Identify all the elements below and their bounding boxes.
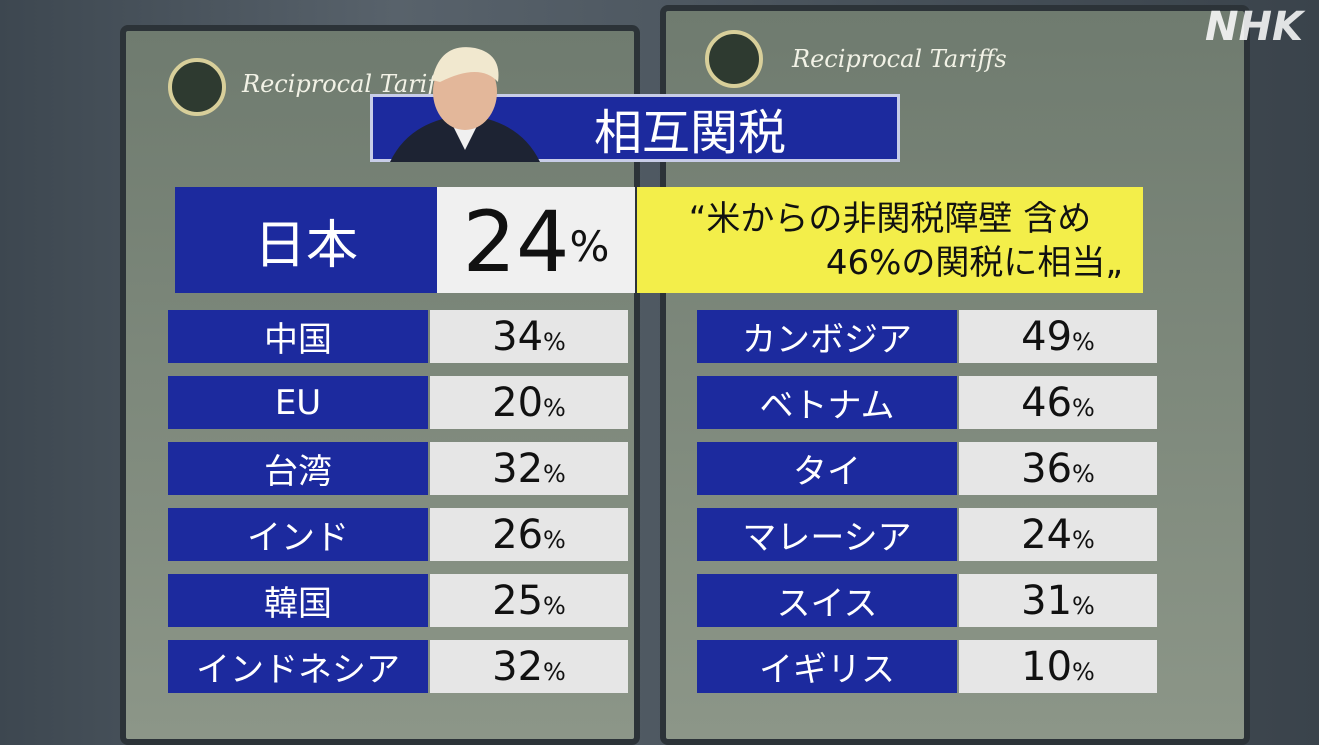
rate-value: 24 [1021,512,1073,558]
country-label: 台湾 [168,442,428,495]
rate-cell: 32% [430,640,628,693]
quote-box: “米からの非関税障壁 含め 46%の関税に相当„ [637,187,1143,293]
title: 相互関税 [593,105,786,161]
rate-value: 36 [1021,446,1073,492]
country-label: インドネシア [168,640,428,693]
board-title: Reciprocal Tariffs [792,45,1007,73]
rate-cell: 31% [959,574,1157,627]
rate-value: 31 [1021,578,1073,624]
rate-value: 10 [1021,644,1073,690]
rate-unit: % [543,460,566,488]
rate-value: 46 [1021,380,1073,426]
rate-cell: 34% [430,310,628,363]
country-label: スイス [697,574,957,627]
rate-unit: % [543,328,566,356]
rate-value: 34 [492,314,544,360]
rate-unit: % [1072,658,1095,686]
rate-cell: 46% [959,376,1157,429]
country-label: カンボジア [697,310,957,363]
rate-value: 26 [492,512,544,558]
country-label: 中国 [168,310,428,363]
rate-unit: % [1072,526,1095,554]
seal [168,58,226,116]
rate-cell: 32% [430,442,628,495]
rate-cell: 10% [959,640,1157,693]
rate-unit: % [543,592,566,620]
country-label: EU [168,376,428,429]
country-label: マレーシア [697,508,957,561]
rate-value: 25 [492,578,544,624]
portrait [380,40,550,162]
watermark: NHK [1205,4,1303,50]
country-label: ベトナム [697,376,957,429]
rate-value: 24 [462,193,570,291]
rate-unit: % [543,658,566,686]
rate-unit: % [1072,460,1095,488]
quote-line: 46%の関税に相当„ [825,243,1123,283]
rate-unit: % [543,394,566,422]
rate-value: 32 [492,446,544,492]
rate-value: 32 [492,644,544,690]
rate-unit: % [1072,328,1095,356]
country-label: タイ [697,442,957,495]
rate-cell: 26% [430,508,628,561]
board-title: Reciprocal Tariffs [242,70,457,98]
rate-cell: 20% [430,376,628,429]
rate-cell: 49% [959,310,1157,363]
country-label: インド [168,508,428,561]
rate-cell: 25% [430,574,628,627]
rate-unit: % [1072,394,1095,422]
rate-unit: % [543,526,566,554]
rate-unit: % [569,222,610,271]
country-label: イギリス [697,640,957,693]
rate-unit: % [1072,592,1095,620]
country-label: 韓国 [168,574,428,627]
portrait-image [390,47,540,162]
rate-value: 20 [492,380,544,426]
rate-value: 49 [1021,314,1073,360]
quote-line: “米からの非関税障壁 含め [688,199,1092,239]
rate-cell: 36% [959,442,1157,495]
featured-rate: 24% [437,187,635,293]
seal [705,30,763,88]
rate-cell: 24% [959,508,1157,561]
featured-country: 日本 [175,187,437,293]
